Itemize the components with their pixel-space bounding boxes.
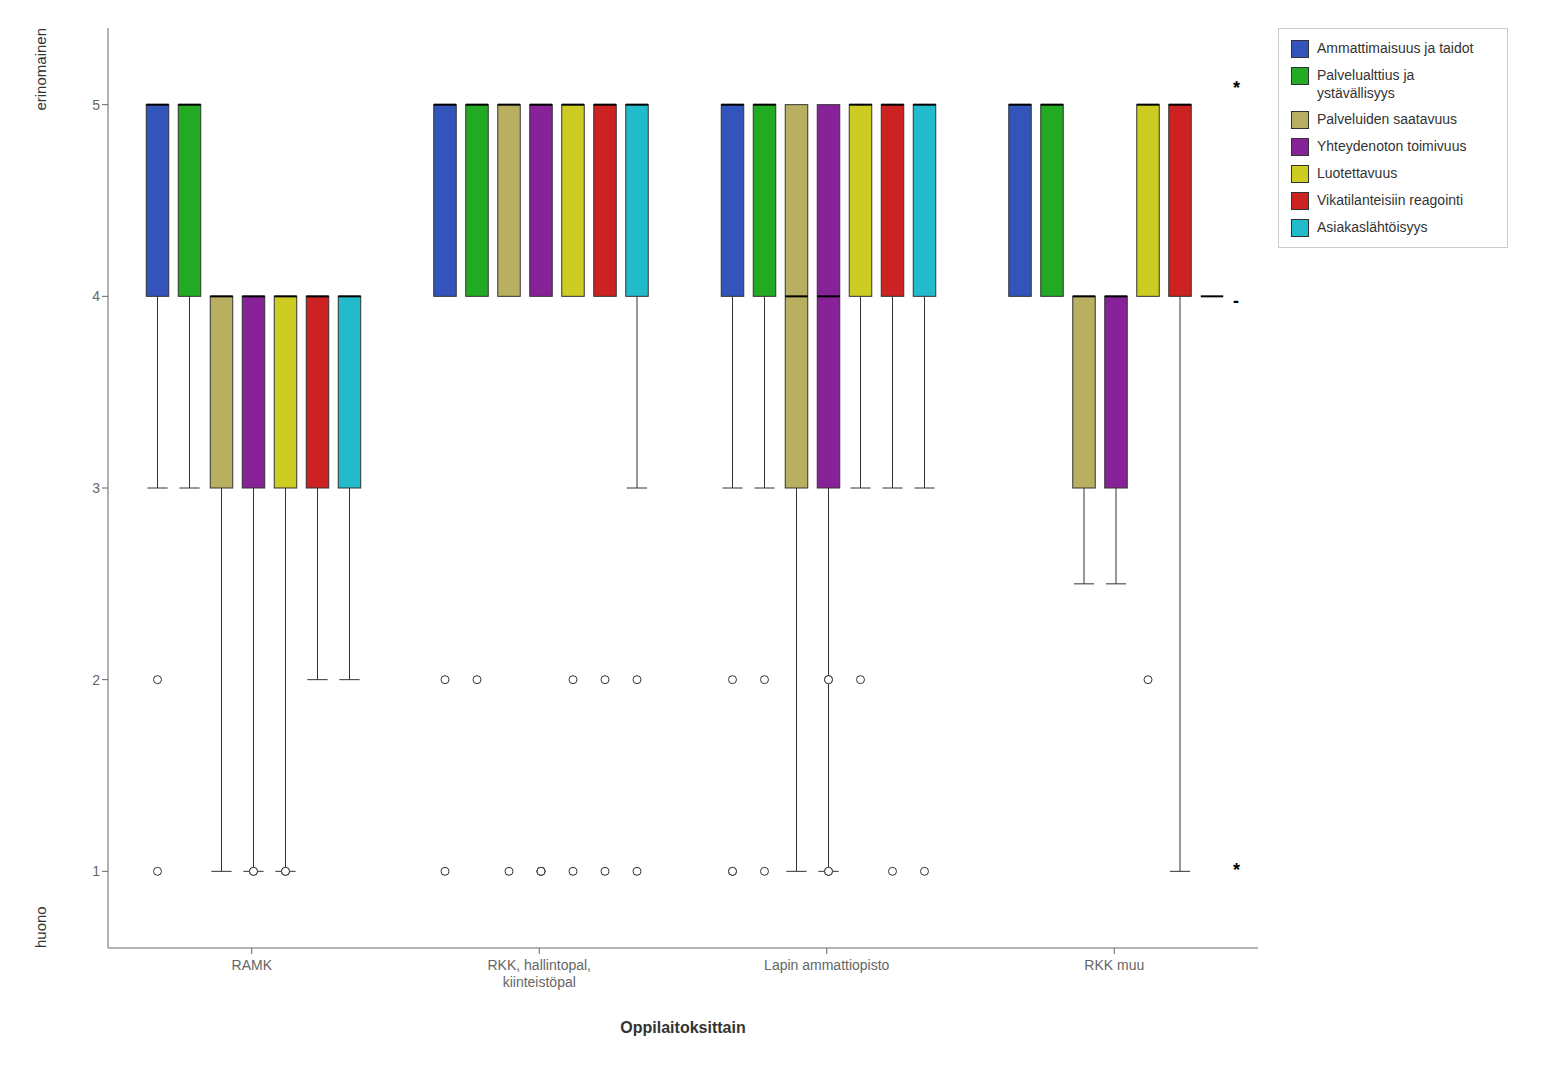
svg-text:2: 2 [92, 672, 100, 688]
html-text:Yhteydenoton toimivuus: Yhteydenoton toimivuus [1317, 138, 1467, 154]
html-text:Vikatilanteisiin reagointi: Vikatilanteisiin reagointi [1317, 192, 1464, 208]
html-text:Luotettavuus: Luotettavuus [1317, 165, 1398, 181]
svg-text:RKK, hallintopal,kiinteistöpal: RKK, hallintopal,kiinteistöpal [487, 957, 591, 990]
svg-text:5: 5 [92, 97, 100, 113]
svg-text:*: * [1233, 78, 1240, 98]
svg-text:Lapin ammattiopisto: Lapin ammattiopisto [764, 957, 890, 973]
svg-text:Oppilaitoksittain: Oppilaitoksittain [620, 1019, 745, 1036]
html-text:Ammattimaisuus ja taidot: Ammattimaisuus ja taidot [1317, 40, 1474, 56]
svg-text:RKK muu: RKK muu [1084, 957, 1144, 973]
svg-text:*: * [1233, 860, 1240, 880]
html-text:Asiakaslähtöisyys: Asiakaslähtöisyys [1317, 219, 1428, 235]
svg-text:4: 4 [92, 288, 100, 304]
html-text:Palveluiden saatavuus: Palveluiden saatavuus [1317, 111, 1458, 127]
svg-text:RAMK: RAMK [232, 957, 273, 973]
html-text:Palvelualttius ja ystävällisyy: Palvelualttius ja ystävällisyys [1317, 67, 1415, 101]
svg-text:erinomainen: erinomainen [32, 28, 49, 111]
svg-text:1: 1 [92, 863, 100, 879]
svg-text:-: - [1233, 291, 1239, 311]
svg-text:huono: huono [32, 906, 49, 948]
svg-text:3: 3 [92, 480, 100, 496]
